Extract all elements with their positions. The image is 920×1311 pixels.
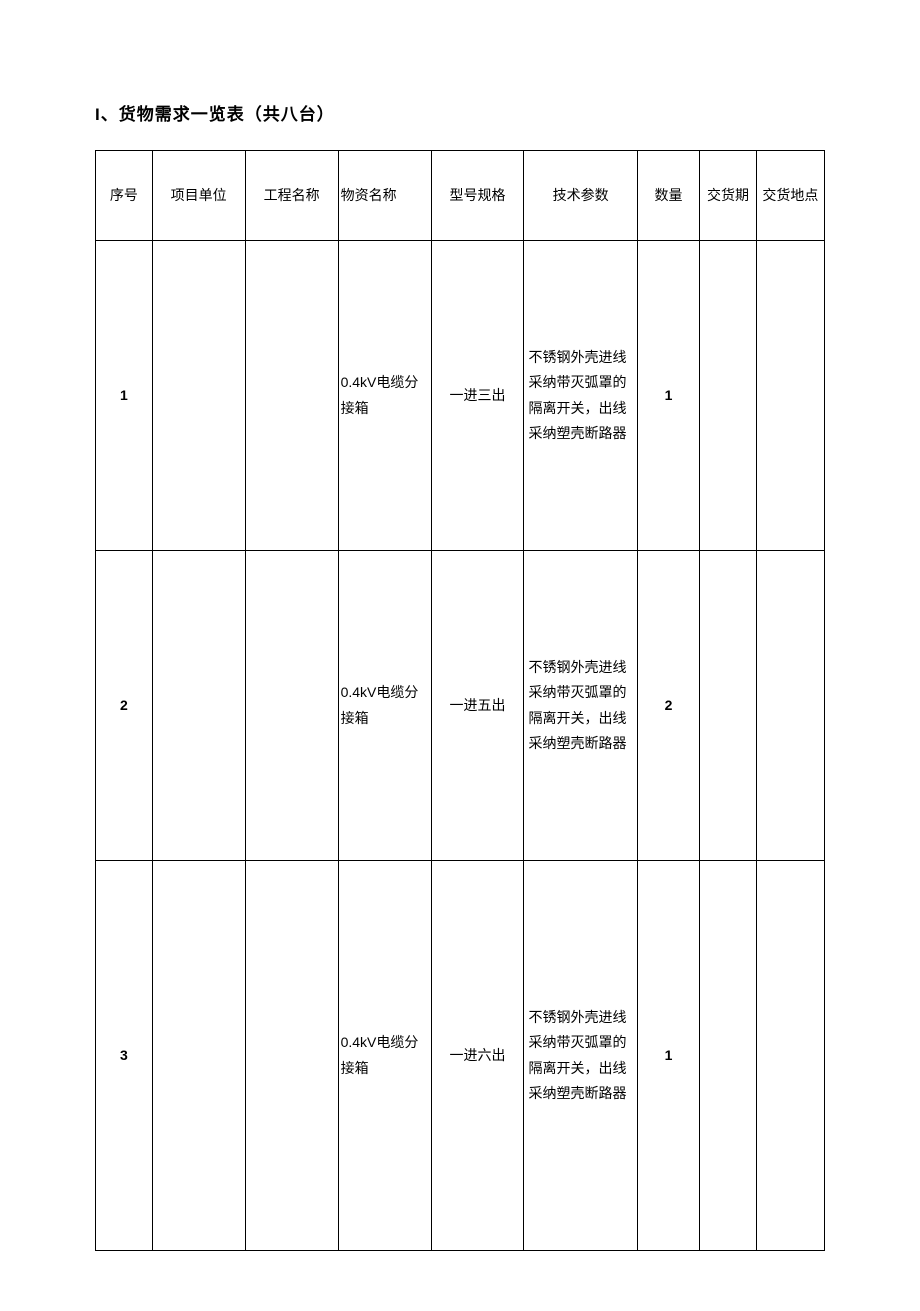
cell-qty: 2: [637, 551, 699, 861]
cell-period: [700, 551, 757, 861]
table-row: 1 0.4kV电缆分接箱 一进三出 不锈钢外壳进线采纳带灭弧罩的隔离开关，出线采…: [96, 241, 825, 551]
header-unit: 项目单位: [152, 151, 245, 241]
cell-project: [245, 241, 338, 551]
cell-spec: 一进六出: [431, 861, 524, 1251]
cell-spec: 一进三出: [431, 241, 524, 551]
cell-unit: [152, 241, 245, 551]
cell-location: [756, 861, 824, 1251]
cell-qty: 1: [637, 241, 699, 551]
table-header-row: 序号 项目单位 工程名称 物资名称 型号规格 技术参数 数量 交货期 交货地点: [96, 151, 825, 241]
table-row: 3 0.4kV电缆分接箱 一进六出 不锈钢外壳进线采纳带灭弧罩的隔离开关，出线采…: [96, 861, 825, 1251]
cell-material: 0.4kV电缆分接箱: [338, 551, 431, 861]
cell-tech: 不锈钢外壳进线采纳带灭弧罩的隔离开关，出线采纳塑壳断路器: [524, 861, 637, 1251]
cell-unit: [152, 551, 245, 861]
cell-location: [756, 241, 824, 551]
cell-seq: 2: [96, 551, 153, 861]
cell-qty: 1: [637, 861, 699, 1251]
header-spec: 型号规格: [431, 151, 524, 241]
header-project: 工程名称: [245, 151, 338, 241]
cell-material: 0.4kV电缆分接箱: [338, 241, 431, 551]
table-row: 2 0.4kV电缆分接箱 一进五出 不锈钢外壳进线采纳带灭弧罩的隔离开关，出线采…: [96, 551, 825, 861]
cell-material: 0.4kV电缆分接箱: [338, 861, 431, 1251]
header-material: 物资名称: [338, 151, 431, 241]
cell-tech: 不锈钢外壳进线采纳带灭弧罩的隔离开关，出线采纳塑壳断路器: [524, 241, 637, 551]
cell-location: [756, 551, 824, 861]
goods-demand-table: 序号 项目单位 工程名称 物资名称 型号规格 技术参数 数量 交货期 交货地点 …: [95, 150, 825, 1251]
header-tech: 技术参数: [524, 151, 637, 241]
header-period: 交货期: [700, 151, 757, 241]
cell-seq: 1: [96, 241, 153, 551]
header-location: 交货地点: [756, 151, 824, 241]
cell-project: [245, 861, 338, 1251]
cell-unit: [152, 861, 245, 1251]
cell-period: [700, 861, 757, 1251]
cell-spec: 一进五出: [431, 551, 524, 861]
cell-tech: 不锈钢外壳进线采纳带灭弧罩的隔离开关，出线采纳塑壳断路器: [524, 551, 637, 861]
cell-period: [700, 241, 757, 551]
header-seq: 序号: [96, 151, 153, 241]
header-qty: 数量: [637, 151, 699, 241]
cell-seq: 3: [96, 861, 153, 1251]
page-title: I、货物需求一览表（共八台）: [95, 100, 825, 125]
cell-project: [245, 551, 338, 861]
